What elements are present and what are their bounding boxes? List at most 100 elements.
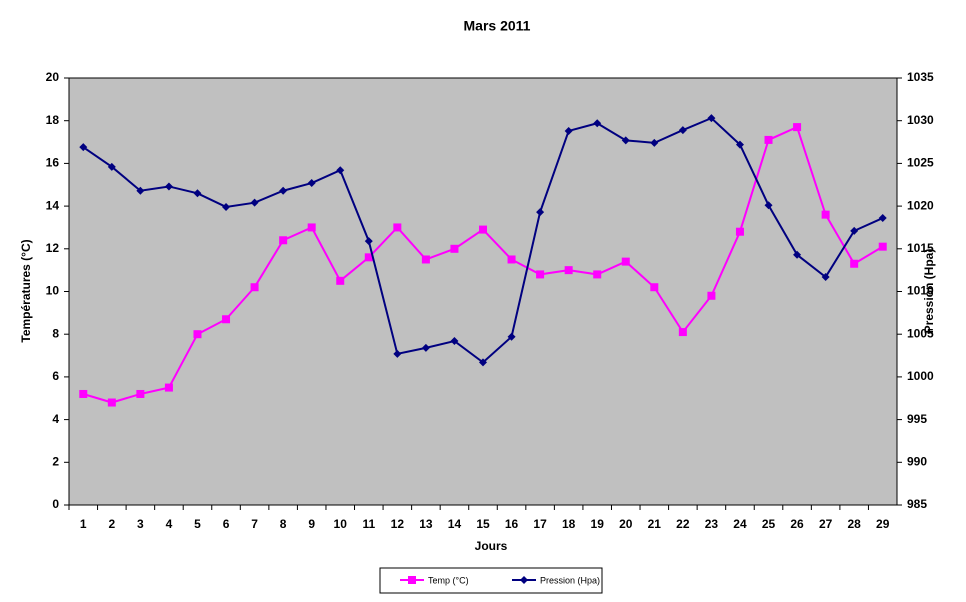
y2-tick-label: 1015 xyxy=(907,241,934,255)
y-tick-label: 16 xyxy=(46,156,60,170)
point xyxy=(735,227,744,236)
y-tick-label: 2 xyxy=(52,454,59,468)
point xyxy=(79,389,88,398)
point xyxy=(821,272,830,281)
x-tick-label: 9 xyxy=(308,517,315,531)
point xyxy=(878,214,887,223)
point xyxy=(793,250,802,259)
point xyxy=(564,126,573,135)
x-tick-label: 15 xyxy=(476,517,490,531)
point xyxy=(79,143,88,152)
point xyxy=(479,358,487,367)
point xyxy=(193,330,202,339)
y2-tick-label: 1030 xyxy=(907,113,934,127)
y-tick-label: 20 xyxy=(46,70,60,84)
point xyxy=(536,208,545,217)
point xyxy=(850,259,859,268)
point xyxy=(536,270,545,279)
legend-label: Temp (°C) xyxy=(428,575,469,585)
point xyxy=(707,114,716,123)
x-tick-label: 26 xyxy=(790,517,804,531)
x-tick-label: 14 xyxy=(448,517,462,531)
point xyxy=(650,283,659,292)
x-tick-label: 5 xyxy=(194,517,201,531)
y2-tick-label: 985 xyxy=(907,497,927,511)
x-tick-label: 20 xyxy=(619,517,633,531)
point xyxy=(479,225,487,234)
x-tick-label: 12 xyxy=(391,517,405,531)
point xyxy=(222,315,231,324)
point xyxy=(107,162,116,171)
point xyxy=(279,186,288,195)
x-tick-label: 10 xyxy=(334,517,348,531)
point xyxy=(821,210,830,219)
point xyxy=(408,576,416,584)
x-tick-label: 3 xyxy=(137,517,144,531)
point xyxy=(850,226,859,235)
point xyxy=(279,236,288,245)
point xyxy=(136,389,145,398)
point xyxy=(364,237,373,246)
point xyxy=(507,255,516,264)
x-tick-label: 2 xyxy=(108,517,115,531)
point xyxy=(193,189,202,198)
x-tick-label: 8 xyxy=(280,517,287,531)
y-tick-label: 10 xyxy=(46,284,60,298)
point xyxy=(450,244,459,253)
y-tick-label: 12 xyxy=(46,241,60,255)
point xyxy=(564,266,573,275)
y2-tick-label: 1020 xyxy=(907,198,934,212)
point xyxy=(793,123,802,132)
y-axis-label: Températures (°C) xyxy=(19,239,33,342)
point xyxy=(520,576,528,584)
point xyxy=(164,383,173,392)
point xyxy=(764,135,773,144)
y2-tick-label: 990 xyxy=(907,454,927,468)
point xyxy=(707,291,716,300)
x-tick-label: 13 xyxy=(419,517,433,531)
point xyxy=(250,198,259,207)
x-tick-label: 29 xyxy=(876,517,890,531)
point xyxy=(678,328,687,337)
point xyxy=(393,349,402,358)
point xyxy=(164,182,173,191)
plot-area xyxy=(68,77,898,506)
point xyxy=(307,223,316,232)
point xyxy=(678,126,687,135)
point xyxy=(107,398,116,407)
point xyxy=(307,179,316,188)
point xyxy=(222,202,231,211)
point xyxy=(764,201,773,210)
y-tick-label: 8 xyxy=(52,326,59,340)
point xyxy=(136,186,145,195)
y2-tick-label: 1025 xyxy=(907,156,934,170)
y-tick-label: 18 xyxy=(46,113,60,127)
point xyxy=(735,140,744,149)
x-tick-label: 27 xyxy=(819,517,833,531)
x-tick-label: 1 xyxy=(80,517,87,531)
x-axis-label: Jours xyxy=(475,539,508,553)
point xyxy=(393,223,402,232)
point xyxy=(336,276,345,285)
x-tick-label: 28 xyxy=(847,517,861,531)
point xyxy=(593,270,602,279)
x-tick-label: 18 xyxy=(562,517,576,531)
point xyxy=(421,255,430,264)
x-tick-label: 6 xyxy=(223,517,230,531)
x-tick-label: 22 xyxy=(676,517,690,531)
y2-tick-label: 1035 xyxy=(907,70,934,84)
y2-tick-label: 1010 xyxy=(907,284,934,298)
x-tick-label: 19 xyxy=(591,517,605,531)
x-tick-label: 23 xyxy=(705,517,719,531)
point xyxy=(364,253,373,262)
x-tick-label: 4 xyxy=(166,517,173,531)
chart-title: Mars 2011 xyxy=(464,18,531,34)
y2-tick-label: 995 xyxy=(907,412,927,426)
point xyxy=(621,136,630,145)
y2-tick-label: 1005 xyxy=(907,326,934,340)
y-tick-label: 4 xyxy=(52,412,59,426)
x-tick-label: 16 xyxy=(505,517,519,531)
point xyxy=(621,257,630,266)
legend-label: Pression (Hpa) xyxy=(540,575,600,585)
